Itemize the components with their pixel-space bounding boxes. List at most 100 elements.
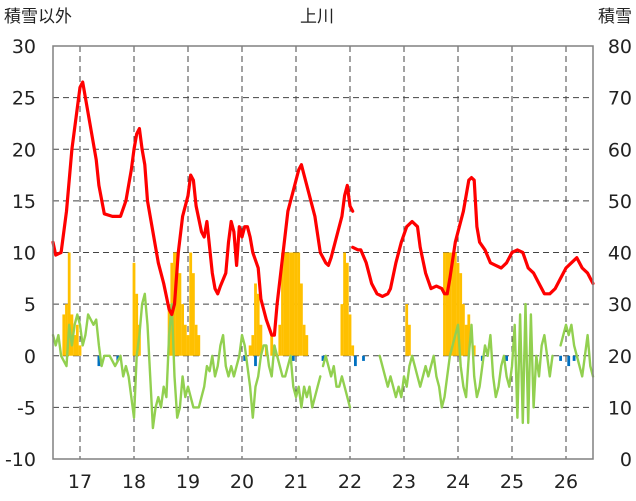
bar <box>178 273 182 356</box>
y-left-tick-label: 15 <box>12 191 36 213</box>
bar <box>443 252 446 356</box>
x-tick-label: 17 <box>68 471 92 493</box>
x-tick-label: 22 <box>338 471 362 493</box>
bar <box>321 355 325 361</box>
bar <box>259 324 263 356</box>
y-left-tick-label: 20 <box>12 139 36 161</box>
bar <box>362 355 365 361</box>
bar <box>181 304 184 356</box>
x-tick-label: 24 <box>446 471 470 493</box>
bar <box>281 252 284 356</box>
bar <box>305 335 309 356</box>
bar <box>286 252 290 356</box>
bar <box>78 345 82 356</box>
bar <box>297 252 301 356</box>
y-left-label: 積雪以外 <box>4 7 72 27</box>
y-right-tick-label: 60 <box>608 139 632 161</box>
bar <box>192 273 195 356</box>
y-right-label: 積雪 <box>598 7 632 27</box>
x-tick-label: 19 <box>176 471 200 493</box>
temperature-line <box>51 292 322 430</box>
bar <box>251 335 255 356</box>
bar <box>348 314 352 356</box>
bar <box>464 324 468 356</box>
bar <box>462 304 465 356</box>
bar <box>256 293 260 356</box>
bar <box>289 252 292 356</box>
bar <box>248 345 252 356</box>
chart-title: 上川 <box>300 7 334 27</box>
bar <box>472 345 476 356</box>
bar <box>456 262 460 356</box>
bar <box>459 273 463 356</box>
y-right-tick-label: 40 <box>608 243 632 265</box>
y-left-tick-label: 5 <box>24 294 36 316</box>
bar <box>189 252 193 356</box>
y-right-tick-label: 50 <box>608 191 632 213</box>
bar <box>453 252 457 356</box>
bar <box>572 355 576 361</box>
temperature-line <box>378 302 554 425</box>
y-left-tick-label: -5 <box>17 397 36 419</box>
bar <box>135 293 139 356</box>
bar <box>194 324 198 356</box>
bar <box>505 355 508 361</box>
bar <box>405 304 409 356</box>
bar <box>254 283 257 356</box>
bar <box>75 324 79 356</box>
bar <box>343 252 346 356</box>
bar <box>183 324 187 356</box>
bar <box>300 283 303 356</box>
y-right-tick-label: 30 <box>608 294 632 316</box>
y-right-tick-label: 20 <box>608 346 632 368</box>
bar <box>451 252 454 356</box>
bars <box>62 252 576 367</box>
bar <box>197 335 201 356</box>
bar <box>345 262 349 356</box>
y-left-tick-label: 10 <box>12 243 36 265</box>
plot-frame <box>52 45 594 460</box>
series-lines <box>51 80 595 430</box>
bar <box>278 324 282 356</box>
x-tick-label: 23 <box>392 471 416 493</box>
bar <box>408 324 411 356</box>
bar <box>445 252 449 356</box>
y-left-tick-label: 30 <box>12 36 36 58</box>
y-right-tick-label: 10 <box>608 397 632 419</box>
x-tick-label: 26 <box>554 471 578 493</box>
bar <box>291 355 295 361</box>
bar <box>73 335 76 356</box>
x-tick-label: 25 <box>500 471 524 493</box>
bar <box>70 314 74 356</box>
bar <box>243 355 247 361</box>
bar <box>340 304 344 356</box>
bar <box>175 252 179 356</box>
y-right-tick-label: 70 <box>608 88 632 110</box>
bar <box>132 262 136 356</box>
y-right-tick-label: 80 <box>608 36 632 58</box>
bar <box>351 345 355 356</box>
bar <box>254 355 257 367</box>
x-tick-label: 20 <box>230 471 254 493</box>
bar <box>186 335 190 356</box>
x-tick-label: 18 <box>122 471 146 493</box>
y-left-tick-label: 25 <box>12 88 36 110</box>
temperature-line <box>321 354 352 409</box>
bar <box>354 355 357 367</box>
bar <box>65 304 68 356</box>
bar <box>67 252 71 356</box>
bar <box>62 314 66 356</box>
snow-depth-line <box>51 80 355 337</box>
bar <box>567 355 571 367</box>
bar <box>97 355 101 367</box>
x-tick-label: 21 <box>284 471 308 493</box>
bar <box>467 314 471 356</box>
bar <box>116 355 120 361</box>
bar <box>302 324 306 356</box>
snow-depth-line <box>351 176 595 298</box>
bar <box>294 252 298 356</box>
bar <box>291 252 295 356</box>
bar <box>283 252 287 356</box>
bar <box>559 355 562 361</box>
